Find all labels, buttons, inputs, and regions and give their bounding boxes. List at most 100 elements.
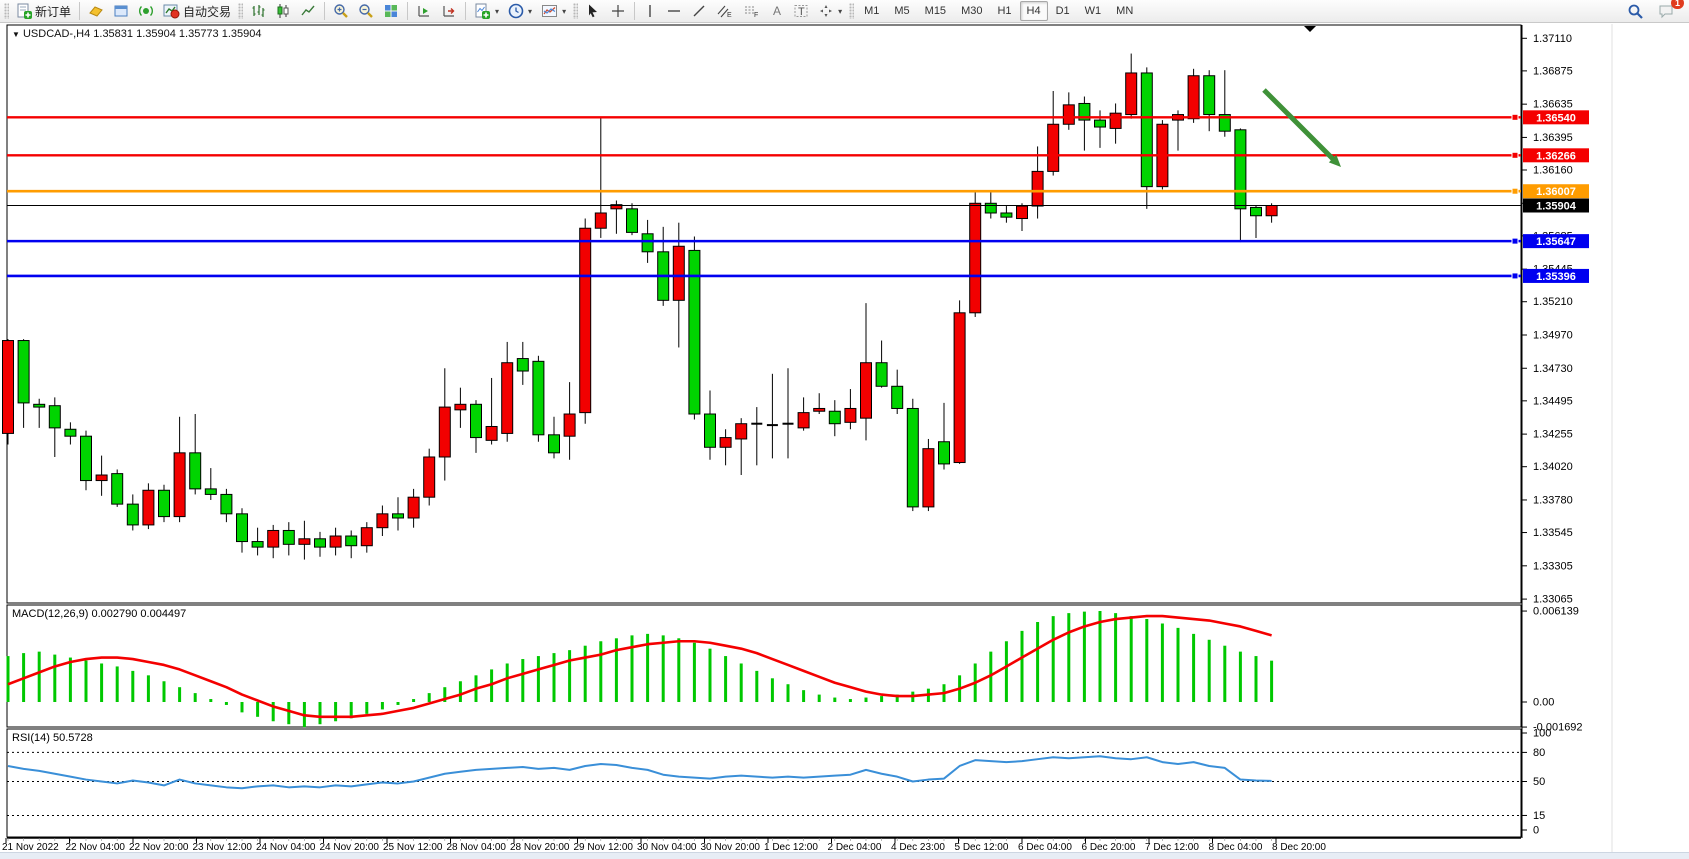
price-tick: 1.34970 [1533, 329, 1573, 341]
line-chart-mode-button[interactable] [296, 1, 320, 22]
new-order-button[interactable]: 新订单 [12, 1, 75, 22]
tf-M1[interactable]: M1 [864, 5, 880, 17]
candlestick-icon [277, 4, 289, 18]
candle-bear [189, 452, 202, 490]
text-label-tool-button[interactable]: T [789, 1, 813, 22]
chart-shift-button[interactable] [437, 1, 461, 22]
template-button[interactable]: ▾ [537, 1, 570, 22]
candle-bull [953, 312, 966, 464]
period-caret: ▾ [528, 6, 533, 16]
period-button[interactable]: ▾ [504, 1, 536, 22]
tf-MN[interactable]: MN [1116, 5, 1134, 17]
candle-bear [220, 493, 233, 515]
tf-M30[interactable]: M30 [961, 5, 983, 17]
zoom-in-button[interactable] [329, 1, 353, 22]
line-chart-icon [301, 5, 315, 16]
rsi-axis-label: 100 [1533, 728, 1551, 740]
time-axis-label: 22 Nov 04:00 [66, 842, 126, 853]
candle-bull [719, 437, 732, 448]
auto-scroll-button[interactable] [412, 1, 436, 22]
horizontal-line-icon [668, 10, 681, 12]
auto-scroll-icon [418, 6, 430, 17]
candle-bear [282, 529, 295, 545]
autotrading-button[interactable]: 自动交易 [159, 1, 235, 22]
candle-bull [610, 204, 623, 210]
rsi-axis-label: 15 [1533, 810, 1545, 822]
candle-bull [922, 448, 935, 508]
candle-bull [594, 212, 607, 229]
search-button[interactable] [1623, 1, 1648, 22]
price-tick: 1.33545 [1533, 527, 1573, 539]
annotation-arrow[interactable] [1262, 88, 1338, 164]
hline-tool-button[interactable] [662, 1, 686, 22]
time-axis-label: 24 Nov 04:00 [256, 842, 316, 853]
rsi-axis-label: 0 [1533, 825, 1539, 837]
candle-bear [704, 413, 716, 448]
tf-M5[interactable]: M5 [894, 5, 910, 17]
candle-bull [1062, 104, 1075, 125]
timeframe-group: M1 M5 M15 M30 H1 H4 D1 W1 MN [857, 1, 1140, 21]
scroll-marker[interactable] [1304, 26, 1316, 32]
tile-windows-button[interactable] [379, 1, 403, 22]
time-axis-label: 8 Dec 04:00 [1209, 842, 1263, 853]
text-tool-button[interactable]: A [766, 1, 788, 22]
channel-tool-button[interactable]: E [712, 1, 738, 22]
crosshair-tool-button[interactable] [606, 1, 630, 22]
tf-D1[interactable]: D1 [1055, 5, 1070, 17]
pane-1[interactable] [6, 604, 1522, 728]
price-tick: 1.33305 [1533, 560, 1573, 572]
new-order-label: 新订单 [35, 4, 72, 19]
new-order-icon [17, 3, 32, 19]
time-axis-label: 23 Nov 12:00 [193, 842, 253, 853]
collapse-arrow-icon[interactable]: ▼ [12, 30, 20, 39]
price-tag-text: 1.35904 [1536, 200, 1577, 212]
candle-bull [735, 423, 748, 440]
tf-W1[interactable]: W1 [1084, 5, 1102, 17]
toolbar-grip[interactable] [4, 3, 9, 19]
cursor-tool-button[interactable] [581, 1, 605, 22]
price-tick: 1.33780 [1533, 494, 1573, 506]
equidistant-channel-icon: E [717, 5, 732, 19]
time-axis-label: 5 Dec 12:00 [955, 842, 1009, 853]
svg-text:E: E [727, 12, 732, 19]
macd-signal-line [7, 614, 1272, 719]
text-label-icon: T [794, 5, 808, 18]
svg-text:T: T [798, 6, 805, 18]
price-tick: 1.34255 [1533, 429, 1573, 441]
time-axis-label: 1 Dec 12:00 [764, 842, 818, 853]
symbol-title[interactable]: ▼ USDCAD-,H4 1.35831 1.35904 1.35773 1.3… [12, 28, 262, 40]
zoom-out-button[interactable] [354, 1, 378, 22]
arrows-caret: ▾ [838, 6, 843, 16]
macd-axis-label: -0.001692 [1533, 722, 1583, 734]
candle-chart-mode-button[interactable] [271, 1, 295, 22]
price-tag [1523, 148, 1589, 163]
tf-H4[interactable]: H4 [1019, 1, 1048, 21]
candle-bull [1016, 205, 1028, 220]
notifications-button[interactable]: 1 [1654, 0, 1684, 22]
candle-bull [1109, 112, 1122, 129]
trendline-tool-button[interactable] [687, 1, 711, 22]
fibonacci-tool-button[interactable]: F [739, 1, 765, 22]
bar-chart-mode-button[interactable] [246, 1, 270, 22]
search-icon [1628, 4, 1643, 19]
candle-bull [969, 202, 982, 314]
macd-axis-label: 0.00 [1533, 697, 1554, 709]
tf-H1[interactable]: H1 [997, 5, 1012, 17]
text-icon: A [773, 4, 781, 18]
tf-M15[interactable]: M15 [924, 5, 947, 17]
candle-bull [1125, 72, 1138, 116]
candle-bull [579, 227, 592, 414]
vline-tool-button[interactable] [639, 1, 661, 22]
market-watch-button[interactable] [84, 1, 108, 22]
candle-bull [360, 527, 373, 547]
pane-2[interactable] [6, 728, 1522, 838]
signals-button[interactable] [134, 1, 158, 22]
navigator-button[interactable] [109, 1, 133, 22]
add-indicator-button[interactable]: ▾ [470, 1, 503, 22]
pane-0[interactable] [6, 24, 1522, 604]
arrows-tool-button[interactable]: ▾ [814, 1, 846, 22]
svg-text:A: A [773, 4, 781, 18]
annotation-arrowhead [1328, 154, 1341, 167]
